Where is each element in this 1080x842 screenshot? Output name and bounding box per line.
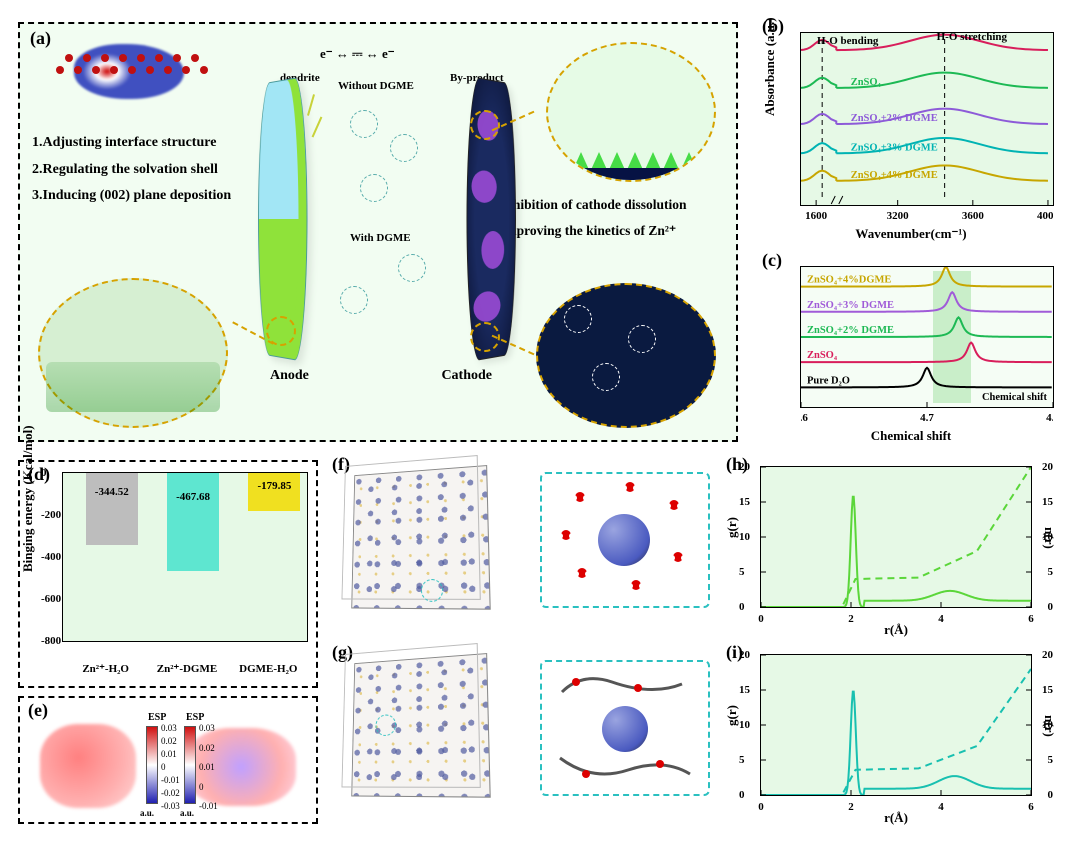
panel-e-esp: (e) ESP ESP 0.030.020.010-0.01-0.02-0.03… xyxy=(18,696,318,824)
panel-a-schematic: (a) e⁻ ↔ ⎓ ↔ e⁻ dendrite Without DGME By… xyxy=(18,22,738,442)
md-cube-f xyxy=(351,465,490,610)
byproduct-crystals xyxy=(548,126,714,172)
panel-d-binding-energy: (d) 0-200-400-600-800-344.52Zn²⁺-H₂O-467… xyxy=(18,460,318,688)
panel-i-rdf-dgme: (i) 02460055101015152020 g(r) n(r) r(Å) xyxy=(726,648,1066,824)
svg-text:4.8: 4.8 xyxy=(1046,412,1053,423)
panel-h-ylabel2: n(r) xyxy=(1041,527,1057,549)
panel-b-ylabel: Absorbance (a.u.) xyxy=(762,17,778,116)
svg-text:ZnSO₄+4%DGME: ZnSO₄+4%DGME xyxy=(807,275,891,286)
svg-text:1600: 1600 xyxy=(805,210,828,221)
chem-shift-legend: Chemical shift xyxy=(982,392,1047,403)
svg-text:ZnSO₄+3% DGME: ZnSO₄+3% DGME xyxy=(851,142,938,153)
zoom-anode-bottom xyxy=(38,278,228,428)
svg-text:ZnSO₄: ZnSO₄ xyxy=(851,77,882,88)
svg-text:4.6: 4.6 xyxy=(801,412,808,423)
svg-text:ZnSO₄: ZnSO₄ xyxy=(807,350,838,361)
zoom-cathode-bottom xyxy=(536,283,716,428)
solv-5 xyxy=(340,286,368,314)
esp-scale-right: 0.030.020.010-0.01 xyxy=(184,726,196,804)
panel-h-rdf-znso4: (h) 02460055101015152020 g(r) n(r) r(Å) xyxy=(726,460,1066,636)
mechanism-5: 5.Improving the kinetics of Zn²⁺ xyxy=(490,218,716,244)
mechanism-list-right: 4.Inhibition of cathode dissolution 5.Im… xyxy=(490,192,716,243)
cathode-label: Cathode xyxy=(441,368,492,384)
panel-f-md-znso4: (f) xyxy=(338,460,538,620)
panel-c-label: (c) xyxy=(762,250,782,271)
panel-i-plot: 02460055101015152020 xyxy=(760,654,1032,796)
panel-e-label: (e) xyxy=(28,700,48,721)
svg-text:ZnSO₄+3% DGME: ZnSO₄+3% DGME xyxy=(807,300,894,311)
dendrite-1 xyxy=(307,94,315,116)
svg-text:3200: 3200 xyxy=(887,210,910,221)
panel-c-nmr: (c) ZnSO₄+4%DGMEZnSO₄+3% DGMEZnSO₄+2% DG… xyxy=(762,256,1060,442)
panel-g-md-dgme: (g) xyxy=(338,648,538,808)
panel-b-plot: ZnSO₄ ZnSO₄+2% DGME ZnSO₄+3% DGME ZnSO₄+4% … xyxy=(800,32,1054,206)
without-dgme-label: Without DGME xyxy=(338,80,414,92)
panel-c-xlabel: Chemical shift xyxy=(762,428,1060,444)
mechanism-4: 4.Inhibition of cathode dissolution xyxy=(490,192,716,218)
panel-d-plot: 0-200-400-600-800-344.52Zn²⁺-H₂O-467.68Z… xyxy=(62,472,308,642)
svg-text:ZnSO₄+2% DGME: ZnSO₄+2% DGME xyxy=(807,325,894,336)
panel-b-xlabel: Wavenumber(cm⁻¹) xyxy=(762,226,1060,242)
panel-i-ylabel2: n(r) xyxy=(1041,715,1057,737)
lattice-atoms xyxy=(48,24,218,84)
solvation-detail-g xyxy=(540,660,710,796)
panel-h-xlabel: r(Å) xyxy=(726,622,1066,638)
mechanism-list-left: 1.Adjusting interface structure 2.Regula… xyxy=(32,130,258,210)
solv-3 xyxy=(360,174,388,202)
esp-label-1: ESP xyxy=(148,712,166,723)
solvation-detail-f xyxy=(540,472,710,608)
panel-i-svg xyxy=(761,655,1031,795)
panel-b-svg: ZnSO₄ ZnSO₄+2% DGME ZnSO₄+3% DGME ZnSO₄+4% … xyxy=(801,33,1053,221)
ho-stretching-label: H-O stretching xyxy=(937,31,1007,43)
mechanism-1: 1.Adjusting interface structure xyxy=(32,130,258,157)
svg-text:3600: 3600 xyxy=(962,210,985,221)
esp-unit-2: a.u. xyxy=(180,808,194,818)
esp-unit-1: a.u. xyxy=(140,808,154,818)
with-dgme-label: With DGME xyxy=(350,232,411,244)
mechanism-3: 3.Inducing (002) plane deposition xyxy=(32,183,258,210)
zn-ion-f xyxy=(598,514,650,566)
svg-text:ZnSO₄+4% DGME: ZnSO₄+4% DGME xyxy=(851,170,938,181)
solv-1 xyxy=(350,110,378,138)
zoom-cathode-top xyxy=(546,42,716,182)
ho-bending-label: H-O bending xyxy=(817,35,878,47)
esp-scale-left: 0.030.020.010-0.01-0.02-0.03 xyxy=(146,726,158,804)
mechanism-2: 2.Regulating the solvation shell xyxy=(32,157,258,184)
solv-2 xyxy=(390,134,418,162)
md-cube-g xyxy=(351,653,490,798)
panel-h-plot: 02460055101015152020 xyxy=(760,466,1032,608)
esp-left xyxy=(40,724,136,808)
panel-d-ylabel: Binging energy (Kcal/mol) xyxy=(20,425,36,572)
svg-text:4.7: 4.7 xyxy=(920,412,934,423)
panel-h-svg xyxy=(761,467,1031,607)
circuit-text: e⁻ ↔ ⎓ ↔ e⁻ xyxy=(320,46,395,62)
panel-i-ylabel: g(r) xyxy=(724,705,740,726)
svg-text:4000: 4000 xyxy=(1037,210,1053,221)
dendrite-2 xyxy=(312,117,323,138)
panel-h-ylabel: g(r) xyxy=(724,517,740,538)
svg-text:ZnSO₄+2% DGME: ZnSO₄+2% DGME xyxy=(851,113,938,124)
solv-4 xyxy=(398,254,426,282)
anode-label: Anode xyxy=(270,368,309,384)
esp-label-2: ESP xyxy=(186,712,204,723)
panel-b-ftir: (b) ZnSO₄ZnSO₄+2% DGMEZnSO₄+3% DGMEZnSO₄… xyxy=(762,22,1060,240)
svg-text:Pure D₂O: Pure D₂O xyxy=(807,375,850,386)
dgme-chain xyxy=(542,662,708,794)
panel-c-plot: ZnSO₄+4%DGME ZnSO₄+3% DGME ZnSO₄+2% DGME Zn… xyxy=(800,266,1054,408)
panel-i-xlabel: r(Å) xyxy=(726,810,1066,826)
zoom-ring-1 xyxy=(470,110,500,140)
